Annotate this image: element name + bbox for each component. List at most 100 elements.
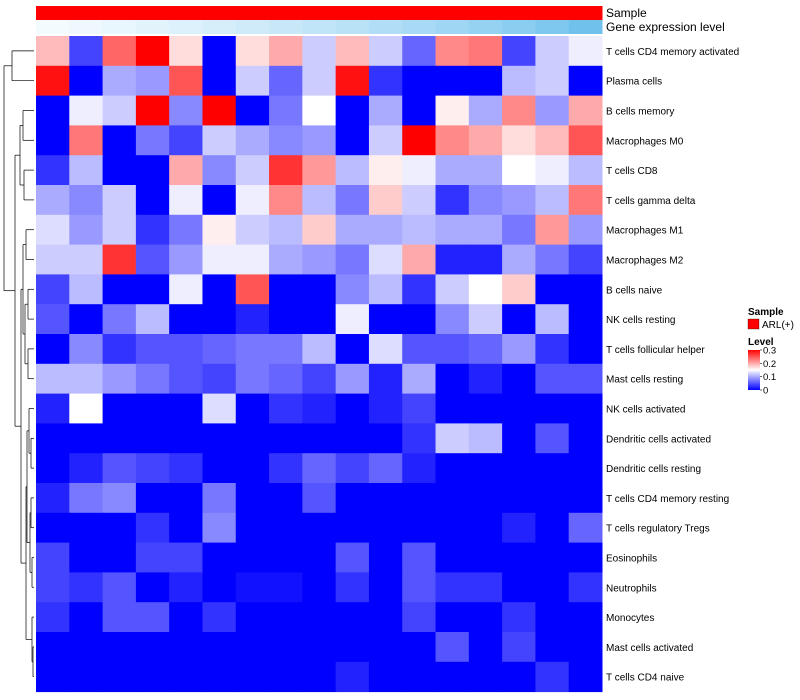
heatmap-cell xyxy=(202,483,237,514)
legend-sample-title: Sample xyxy=(748,307,784,318)
heatmap-cell xyxy=(468,661,503,693)
annotation-cell xyxy=(36,6,70,20)
heatmap-cell xyxy=(368,185,403,216)
heatmap-cell xyxy=(135,214,170,246)
heatmap-cell xyxy=(302,214,337,246)
annotation-cell xyxy=(335,20,370,34)
heatmap-cell xyxy=(435,512,470,544)
heatmap-cell xyxy=(502,393,536,424)
heatmap-cell xyxy=(568,453,603,484)
heatmap-cell xyxy=(302,572,337,603)
heatmap-cell xyxy=(335,36,370,67)
heatmap-cell xyxy=(102,542,137,573)
heatmap-cell xyxy=(368,244,403,275)
heatmap-cell xyxy=(502,512,536,544)
annotation-cell xyxy=(368,6,403,20)
heatmap-cell xyxy=(202,274,237,305)
heatmap-cell xyxy=(169,125,203,156)
heatmap-cell xyxy=(235,244,270,275)
heatmap-cell xyxy=(535,334,570,365)
heatmap-cell xyxy=(169,334,203,365)
annotation-cell xyxy=(269,6,303,20)
heatmap-cell xyxy=(269,602,303,633)
heatmap-cell xyxy=(535,512,570,544)
heatmap-cell xyxy=(235,393,270,424)
annotation-cell xyxy=(202,20,237,34)
heatmap-cell xyxy=(535,572,570,603)
heatmap-cell xyxy=(535,125,570,156)
heatmap-cell xyxy=(269,185,303,216)
heatmap-cell xyxy=(169,36,203,67)
row-label: Macrophages M2 xyxy=(606,256,684,267)
heatmap-cell xyxy=(235,304,270,335)
heatmap-cell xyxy=(335,155,370,186)
heatmap-cell xyxy=(269,65,303,97)
annotation-cell xyxy=(435,20,470,34)
heatmap-cell xyxy=(535,483,570,514)
legend-tick-label: 0.1 xyxy=(763,372,776,383)
heatmap-cell xyxy=(468,453,503,484)
row-label: NK cells resting xyxy=(606,315,675,326)
heatmap-cell xyxy=(502,244,536,275)
heatmap-cell xyxy=(468,36,503,67)
legend-tick-label: 0.2 xyxy=(763,359,776,370)
heatmap-cell xyxy=(36,274,70,305)
heatmap-cell xyxy=(169,95,203,126)
heatmap-cell xyxy=(102,632,137,663)
heatmap-cell xyxy=(36,155,70,186)
heatmap-cell xyxy=(302,65,337,97)
heatmap-cell xyxy=(202,125,237,156)
heatmap-cell xyxy=(535,185,570,216)
annotation-cell xyxy=(169,6,203,20)
heatmap-cell xyxy=(468,214,503,246)
heatmap-cell xyxy=(568,214,603,246)
heatmap-cell xyxy=(502,185,536,216)
heatmap-cell xyxy=(135,423,170,454)
heatmap-cell xyxy=(135,572,170,603)
annotation-cell xyxy=(69,20,104,34)
heatmap-cell xyxy=(269,304,303,335)
heatmap-cell xyxy=(368,155,403,186)
heatmap-cell xyxy=(502,125,536,156)
heatmap-cell xyxy=(435,453,470,484)
heatmap-cell xyxy=(36,542,70,573)
heatmap-cell xyxy=(202,214,237,246)
heatmap-cell xyxy=(235,512,270,544)
annotation-cell xyxy=(235,6,270,20)
heatmap-cell xyxy=(535,155,570,186)
row-label: Dendritic cells resting xyxy=(606,464,701,475)
heatmap-cell xyxy=(502,572,536,603)
heatmap-cell xyxy=(502,95,536,126)
heatmap-cell xyxy=(235,453,270,484)
heatmap-cell xyxy=(202,542,237,573)
heatmap-cell xyxy=(568,244,603,275)
annotation-cell xyxy=(202,6,237,20)
heatmap-cell xyxy=(169,274,203,305)
heatmap-cell xyxy=(235,65,270,97)
row-label: Eosinophils xyxy=(606,554,657,565)
heatmap-cells xyxy=(36,36,603,693)
heatmap-cell xyxy=(235,632,270,663)
heatmap-cell xyxy=(102,155,137,186)
heatmap-cell xyxy=(535,393,570,424)
heatmap-cell xyxy=(235,155,270,186)
row-label: B cells naive xyxy=(606,285,663,296)
heatmap-cell xyxy=(302,602,337,633)
heatmap-cell xyxy=(202,453,237,484)
annotation-cell xyxy=(468,6,503,20)
heatmap-cell xyxy=(135,542,170,573)
heatmap-cell xyxy=(368,483,403,514)
annotation-cell xyxy=(502,6,536,20)
heatmap-cell xyxy=(402,602,437,633)
heatmap-cell xyxy=(69,274,104,305)
annotation-cell xyxy=(568,6,603,20)
heatmap-cell xyxy=(235,274,270,305)
heatmap-cell xyxy=(402,632,437,663)
heatmap-cell xyxy=(135,95,170,126)
heatmap-cell xyxy=(335,65,370,97)
heatmap-cell xyxy=(235,661,270,693)
heatmap-cell xyxy=(435,393,470,424)
heatmap-cell xyxy=(502,274,536,305)
legend-level-title: Level xyxy=(748,337,774,348)
heatmap-cell xyxy=(235,95,270,126)
